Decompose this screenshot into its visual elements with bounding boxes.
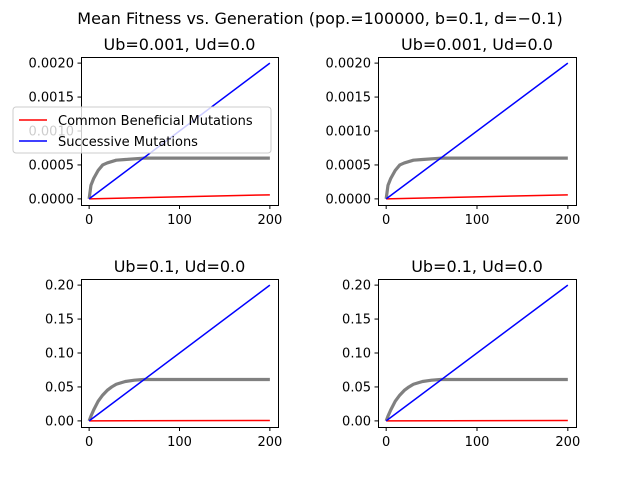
y-tick-label: 0.0000 <box>326 192 372 207</box>
y-tick-label: 0.0005 <box>29 158 75 173</box>
y-tick-label: 0.0010 <box>326 125 372 140</box>
legend: Common Beneficial Mutations Successive Mu… <box>12 106 272 154</box>
figure-suptitle: Mean Fitness vs. Generation (pop.=100000… <box>77 9 562 28</box>
y-tick-label: 0.0015 <box>326 91 372 106</box>
series-line-common-beneficial-mutations <box>89 194 270 200</box>
x-tick-label: 0 <box>85 213 93 228</box>
y-tick-label: 0.05 <box>342 380 371 395</box>
y-tick-label: 0.15 <box>342 313 371 328</box>
panel-title: Ub=0.1, Ud=0.0 <box>411 257 543 276</box>
legend-label: Successive Mutations <box>58 135 198 150</box>
panels-group: Ub=0.001, Ud=0.00 100 2000.00000.00050.001… <box>29 35 581 450</box>
panel-2: Ub=0.001, Ud=0.0 0 100 200 0.0000 0.0005 0.001… <box>326 35 581 228</box>
x-tick-label: 100 <box>167 213 192 228</box>
series-line-fitness <box>87 156 270 200</box>
y-tick-label: 0.0015 <box>29 91 75 106</box>
y-tick-label: 0.0020 <box>326 57 372 72</box>
x-tick-label: 200 <box>555 435 580 450</box>
series-group <box>384 62 569 200</box>
x-tick-label: 0 <box>382 435 390 450</box>
panel-3: Ub=0.1, Ud=0.0 0 100 200 0.00 0.05 0.10 0.15 0.2… <box>45 257 282 450</box>
x-tick-label: 0 <box>85 435 93 450</box>
x-tick-label: 100 <box>465 213 490 228</box>
panel-title: Ub=0.001, Ud=0.0 <box>104 35 256 54</box>
series-group <box>87 284 271 422</box>
panel-title: Ub=0.1, Ud=0.0 <box>114 257 246 276</box>
panel-4: Ub=0.1, Ud=0.0 0 100 200 0.00 0.05 0.10 0.15 0.2… <box>342 257 580 450</box>
y-tick-label: 0.00 <box>342 414 371 429</box>
series-line-common-beneficial-mutations <box>386 194 568 200</box>
series-line-successive-mutations <box>385 62 569 200</box>
x-tick-label: 200 <box>555 213 580 228</box>
series-line-fitness <box>87 377 270 422</box>
y-tick-label: 0.20 <box>342 279 371 294</box>
panel-1: Ub=0.001, Ud=0.0 0 100 200 0.0000 0.0005 0.001… <box>29 35 283 228</box>
y-tick-label: 0.05 <box>45 380 74 395</box>
series-line-fitness <box>384 377 568 422</box>
x-tick-label: 100 <box>465 435 490 450</box>
x-tick-label: 200 <box>257 435 282 450</box>
legend-box <box>12 106 272 154</box>
series-line-successive-mutations <box>88 284 271 422</box>
series-group <box>384 284 569 422</box>
y-tick-label: 0.20 <box>45 279 74 294</box>
x-tick-label: 200 <box>257 213 282 228</box>
y-tick-label: 0.10 <box>342 347 371 362</box>
series-line-successive-mutations <box>385 284 569 422</box>
series-line-fitness <box>384 156 568 200</box>
x-tick-label: 100 <box>167 435 192 450</box>
y-tick-label: 0.0020 <box>29 57 75 72</box>
y-tick-label: 0.0000 <box>29 192 75 207</box>
y-tick-label: 0.15 <box>45 313 74 328</box>
y-tick-label: 0.00 <box>45 414 74 429</box>
panel-title: Ub=0.001, Ud=0.0 <box>401 35 553 54</box>
y-tick-label: 0.0005 <box>326 158 372 173</box>
y-tick-label: 0.10 <box>45 347 74 362</box>
legend-label: Common Beneficial Mutations <box>58 114 253 129</box>
x-tick-label: 0 <box>382 213 390 228</box>
